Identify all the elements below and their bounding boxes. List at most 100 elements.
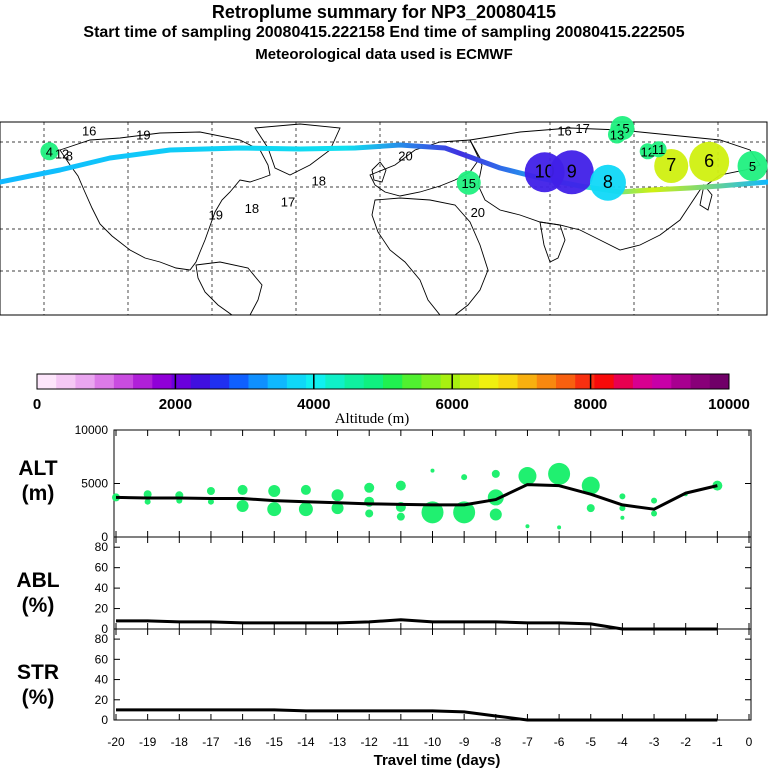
altitude-bubble — [586, 504, 595, 513]
altitude-bubble — [364, 482, 375, 493]
altitude-bubble — [421, 501, 444, 524]
x-tick-label: -12 — [361, 735, 379, 749]
altitude-bubble — [298, 502, 313, 517]
colorbar-swatch — [594, 374, 615, 389]
x-tick-label: -4 — [617, 735, 628, 749]
colorbar-swatch — [152, 374, 173, 389]
colorbar-swatch — [248, 374, 269, 389]
panel-str: 0 20 40 60 80 STR(%) — [17, 628, 752, 727]
trajectory-day-label: 12 — [55, 146, 69, 161]
altitude-bubble — [518, 467, 537, 486]
trajectory-day-label: 11 — [652, 142, 666, 157]
north-america-coast — [59, 131, 271, 271]
x-tick-label: 0 — [746, 735, 753, 749]
colorbar-swatch — [75, 374, 96, 389]
colorbar-swatch — [363, 374, 384, 389]
colorbar-swatch — [383, 374, 403, 389]
trajectory-day-label: 17 — [281, 195, 295, 210]
colorbar-swatch — [325, 374, 346, 389]
altitude-bubble — [491, 469, 500, 478]
altitude-bubble — [430, 468, 435, 473]
x-tick-label: -17 — [202, 735, 220, 749]
colorbar-swatch — [575, 374, 595, 389]
altitude-bubble — [581, 476, 600, 495]
map-gridlines — [0, 122, 767, 315]
profile-panels: 0500010000ALT(m)020406080ABL(%)020406080… — [16, 423, 752, 768]
colorbar-tick-label: 4000 — [297, 396, 330, 413]
colorbar-tick-label: 2000 — [159, 396, 192, 413]
india-coast — [539, 221, 566, 263]
colorbar-swatch — [671, 374, 692, 389]
sampling-time-line: Start time of sampling 20080415.222158 E… — [83, 24, 685, 41]
y-tick-label: 80 — [95, 632, 109, 646]
x-tick-label: -14 — [297, 735, 315, 749]
altitude-bubble — [144, 498, 151, 505]
x-tick-label: -5 — [585, 735, 596, 749]
altitude-bubble — [548, 462, 571, 485]
altitude-bubble — [236, 499, 249, 512]
x-axis-title: Travel time (days) — [374, 752, 501, 768]
trajectory-marker — [589, 164, 626, 201]
trajectory-marker — [610, 116, 635, 140]
colorbar-swatch — [190, 374, 211, 389]
x-tick-label: -15 — [266, 735, 284, 749]
trajectory-marker — [549, 150, 594, 195]
altitude-bubble — [461, 474, 468, 481]
panel-name: ALT — [18, 457, 57, 480]
altitude-bubble — [395, 502, 406, 513]
panel-name: ABL — [16, 569, 59, 592]
met-data-line: Meteorological data used is ECMWF — [255, 46, 513, 63]
colorbar-swatch — [133, 374, 153, 389]
trajectory-day-label: 15 — [615, 121, 629, 136]
japan-coast — [699, 183, 713, 211]
africa-coast — [371, 197, 489, 316]
colorbar-swatch — [479, 374, 499, 389]
colorbar-swatch — [344, 374, 365, 389]
x-tick-label: -16 — [234, 735, 252, 749]
altitude-bubble — [175, 491, 184, 500]
colorbar-swatch — [690, 374, 711, 389]
colorbar-swatch — [402, 374, 422, 389]
colorbar-swatch — [517, 374, 538, 389]
altitude-bubble — [143, 490, 152, 499]
trajectory-marker — [40, 142, 59, 161]
x-tick-label: -6 — [554, 735, 565, 749]
altitude-bubble — [267, 502, 282, 517]
colorbar-swatch — [440, 374, 461, 389]
altitude-bubble — [237, 484, 248, 495]
panel-frame — [113, 536, 752, 630]
x-tick-label: -13 — [329, 735, 347, 749]
y-tick-label: 20 — [95, 602, 109, 616]
series-line-str — [116, 708, 718, 722]
y-tick-label: 0 — [101, 622, 108, 636]
greenland-coast — [254, 123, 341, 176]
panel-frame — [113, 429, 752, 538]
colorbar-swatch — [613, 374, 634, 389]
panel-unit: (%) — [22, 686, 55, 709]
trajectory-day-label: 12 — [640, 144, 654, 159]
panel-abl: 0 20 40 60 80 ABL(%) — [16, 536, 752, 636]
x-tick-label: -18 — [171, 735, 189, 749]
trajectory-marker — [456, 170, 481, 195]
altitude-bubble — [365, 509, 374, 518]
x-tick-label: -19 — [139, 735, 157, 749]
trajectory-marker — [607, 125, 626, 144]
altitude-bubble — [557, 525, 562, 530]
x-tick-label: -9 — [459, 735, 470, 749]
trajectory-day-label: 13 — [610, 128, 624, 143]
altitude-bubble — [395, 480, 406, 491]
x-tick-label: -8 — [490, 735, 501, 749]
panel-alt: 0 5000 10000 ALT(m) — [18, 423, 752, 544]
colorbar-swatch — [459, 374, 480, 389]
uk-coast — [371, 161, 387, 183]
trajectory-day-label: 8 — [603, 172, 613, 192]
altitude-bubble — [364, 496, 375, 507]
colorbar-swatch — [286, 374, 307, 389]
colorbar-swatch — [229, 374, 249, 389]
colorbar-frame — [36, 373, 730, 390]
continent-outlines — [59, 123, 761, 316]
colorbar-swatch — [37, 374, 57, 389]
colorbar-swatch — [536, 374, 557, 389]
trajectory-marker — [689, 141, 730, 182]
